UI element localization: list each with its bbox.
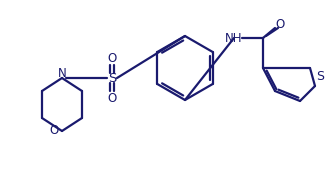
Text: S: S bbox=[108, 71, 116, 84]
Text: S: S bbox=[316, 70, 324, 83]
Text: O: O bbox=[50, 124, 59, 137]
Text: N: N bbox=[58, 67, 66, 79]
Text: O: O bbox=[107, 52, 116, 65]
Text: NH: NH bbox=[225, 32, 243, 45]
Text: O: O bbox=[107, 92, 116, 105]
Text: O: O bbox=[275, 17, 284, 31]
